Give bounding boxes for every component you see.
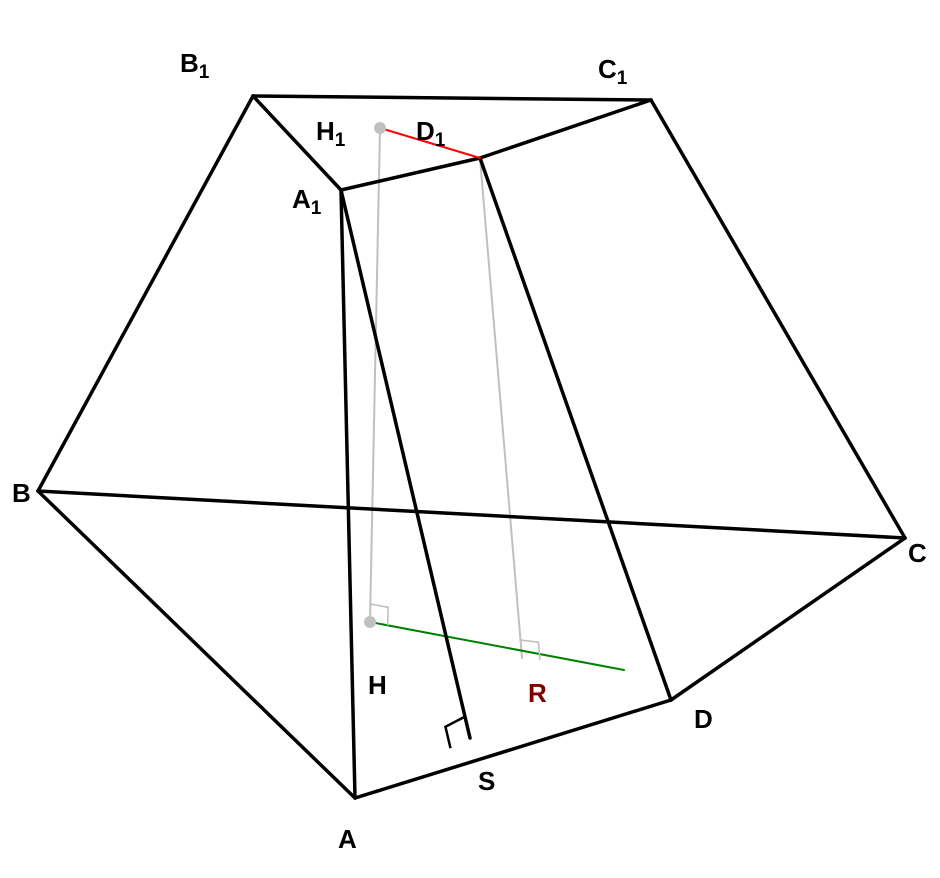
label-H1-sub: 1 — [335, 130, 346, 151]
edge-B1-C1 — [253, 96, 651, 100]
label-A1: A1 — [292, 184, 322, 219]
label-A: A — [338, 824, 357, 854]
edge-B-B1 — [38, 96, 253, 491]
label-B: B — [12, 478, 31, 508]
edge-A-B — [38, 491, 355, 798]
edge-B-C — [38, 491, 905, 538]
edge-A1-S — [341, 190, 470, 738]
label-C: C — [908, 538, 927, 568]
label-S: S — [478, 766, 495, 796]
right-angle-S — [445, 717, 465, 749]
label-D: D — [694, 704, 713, 734]
edge-D1-A1 — [341, 158, 480, 190]
edge-C-D — [671, 538, 905, 700]
edge-C-C1 — [651, 100, 905, 538]
label-D1-sub: 1 — [435, 130, 446, 151]
edge-C1-D1 — [480, 100, 651, 158]
label-B1: B1 — [180, 48, 210, 83]
label-R: R — [528, 678, 547, 708]
label-H: H — [368, 670, 387, 700]
edge-H1-H — [370, 128, 380, 622]
label-A1-sub: 1 — [311, 198, 322, 219]
edge-D1-R — [480, 158, 522, 658]
label-C1: C1 — [598, 54, 628, 89]
label-B1-sub: 1 — [199, 62, 210, 83]
point-H — [364, 616, 376, 628]
edge-D-D1 — [480, 158, 671, 700]
edge-A-A1 — [341, 190, 355, 798]
edge-H-G — [370, 622, 624, 670]
label-D1: D1 — [416, 116, 446, 151]
label-C1-sub: 1 — [617, 68, 628, 89]
edge-D-A — [355, 700, 671, 798]
point-H1 — [374, 122, 386, 134]
label-H1: H1 — [316, 116, 346, 151]
